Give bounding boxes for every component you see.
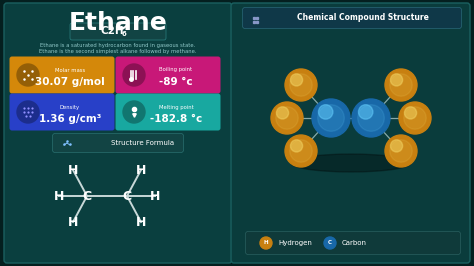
Text: 1.36 g/cm³: 1.36 g/cm³ (39, 114, 101, 124)
Text: H: H (136, 215, 146, 228)
Text: Chemical Compound Structure: Chemical Compound Structure (297, 14, 429, 23)
Circle shape (318, 105, 344, 131)
Circle shape (291, 74, 302, 86)
Circle shape (352, 99, 390, 137)
Circle shape (319, 105, 333, 119)
Text: H: H (264, 240, 268, 246)
Text: C: C (82, 189, 91, 202)
FancyBboxPatch shape (116, 94, 220, 131)
Text: -182.8 °c: -182.8 °c (150, 114, 202, 124)
Circle shape (17, 101, 39, 123)
Text: H: H (54, 189, 64, 202)
Text: Ethane: Ethane (69, 11, 167, 35)
Text: Structure Formula: Structure Formula (111, 140, 174, 146)
Text: Boiling point: Boiling point (159, 68, 192, 73)
Text: 30.07 g/mol: 30.07 g/mol (35, 77, 105, 87)
Circle shape (291, 140, 302, 152)
Circle shape (276, 107, 298, 129)
Circle shape (399, 102, 431, 134)
Circle shape (385, 135, 417, 167)
FancyBboxPatch shape (116, 56, 220, 94)
Text: C: C (122, 189, 132, 202)
Circle shape (390, 74, 412, 96)
Circle shape (404, 107, 426, 129)
Circle shape (123, 64, 145, 86)
FancyBboxPatch shape (9, 94, 115, 131)
Circle shape (290, 140, 312, 162)
Circle shape (290, 74, 312, 96)
FancyBboxPatch shape (243, 7, 462, 28)
Circle shape (271, 102, 303, 134)
Circle shape (358, 105, 384, 131)
FancyBboxPatch shape (9, 56, 115, 94)
Text: Ethane is the second simplest alkane followed by methane.: Ethane is the second simplest alkane fol… (39, 48, 197, 53)
Text: Carbon: Carbon (342, 240, 367, 246)
Ellipse shape (291, 154, 411, 172)
Text: -89 °c: -89 °c (159, 77, 193, 87)
Circle shape (285, 135, 317, 167)
Text: Hydrogen: Hydrogen (278, 240, 312, 246)
FancyBboxPatch shape (70, 23, 166, 40)
Text: H: H (68, 164, 78, 177)
Circle shape (17, 64, 39, 86)
Text: H: H (136, 164, 146, 177)
Text: Density: Density (60, 105, 80, 110)
Text: Ethane is a saturated hydrocarbon found in gaseous state.: Ethane is a saturated hydrocarbon found … (40, 44, 196, 48)
Circle shape (358, 105, 373, 119)
Text: C2H: C2H (100, 27, 124, 36)
FancyBboxPatch shape (246, 231, 461, 255)
Circle shape (276, 107, 289, 119)
FancyBboxPatch shape (4, 3, 232, 263)
Text: H: H (68, 215, 78, 228)
Circle shape (123, 101, 145, 123)
Circle shape (324, 237, 336, 249)
Text: Melting point: Melting point (159, 105, 193, 110)
FancyBboxPatch shape (231, 3, 470, 263)
Text: C: C (328, 240, 332, 246)
Circle shape (390, 140, 412, 162)
Circle shape (260, 237, 272, 249)
Circle shape (391, 74, 402, 86)
Text: 6: 6 (122, 31, 127, 37)
Text: H: H (150, 189, 160, 202)
FancyBboxPatch shape (53, 134, 183, 152)
Circle shape (285, 69, 317, 101)
Circle shape (312, 99, 350, 137)
Circle shape (404, 107, 417, 119)
Circle shape (385, 69, 417, 101)
Text: Molar mass: Molar mass (55, 68, 85, 73)
Circle shape (391, 140, 402, 152)
